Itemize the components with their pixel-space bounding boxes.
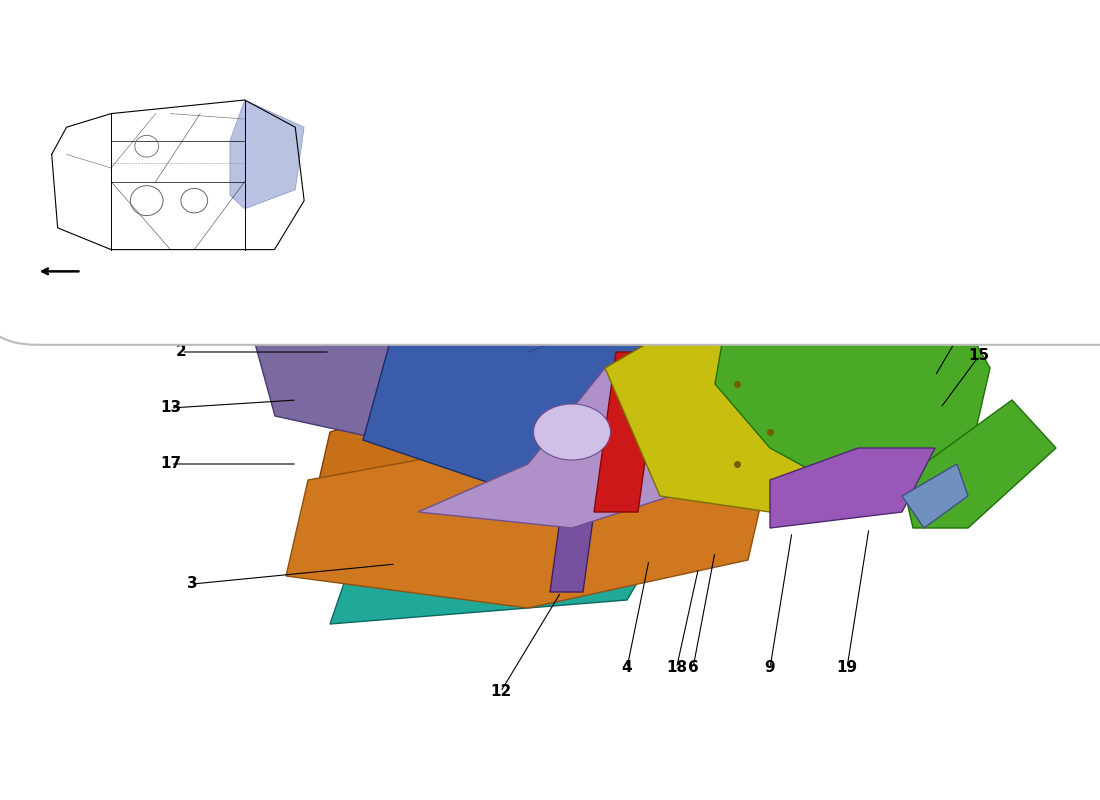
Text: 4: 4 [621,661,632,675]
Polygon shape [418,304,803,528]
Polygon shape [748,160,902,304]
Text: 1: 1 [803,161,814,175]
Text: 12: 12 [490,685,512,699]
Polygon shape [715,240,990,496]
Text: 6: 6 [688,661,698,675]
FancyBboxPatch shape [0,0,1100,345]
Polygon shape [308,352,748,560]
Polygon shape [550,432,605,592]
Text: es: es [682,214,877,362]
Text: 10: 10 [434,137,456,151]
Text: 19: 19 [836,661,858,675]
Text: 14: 14 [737,137,759,151]
Polygon shape [253,144,616,440]
Polygon shape [230,100,304,209]
Text: 18: 18 [666,661,688,675]
Polygon shape [473,160,825,304]
Text: 3: 3 [187,577,198,591]
Polygon shape [605,304,880,512]
Polygon shape [330,544,660,624]
Polygon shape [902,464,968,528]
Text: 5: 5 [495,137,506,151]
Text: europ: europ [442,246,944,394]
Text: since 1985: since 1985 [632,394,864,470]
Text: 15: 15 [968,349,990,363]
Polygon shape [308,320,407,416]
Polygon shape [286,416,770,608]
Text: 11: 11 [957,313,979,327]
Text: 17: 17 [160,457,182,471]
Text: 9: 9 [764,661,776,675]
Polygon shape [770,448,935,528]
Text: 2: 2 [176,345,187,359]
Polygon shape [594,352,660,512]
Text: 13: 13 [160,401,182,415]
Circle shape [534,404,611,460]
Polygon shape [363,176,748,496]
Text: a passion for parts: a passion for parts [469,322,807,398]
Text: 7: 7 [556,137,566,151]
Text: 8: 8 [610,137,621,151]
Text: 16: 16 [160,293,182,307]
Polygon shape [902,400,1056,528]
